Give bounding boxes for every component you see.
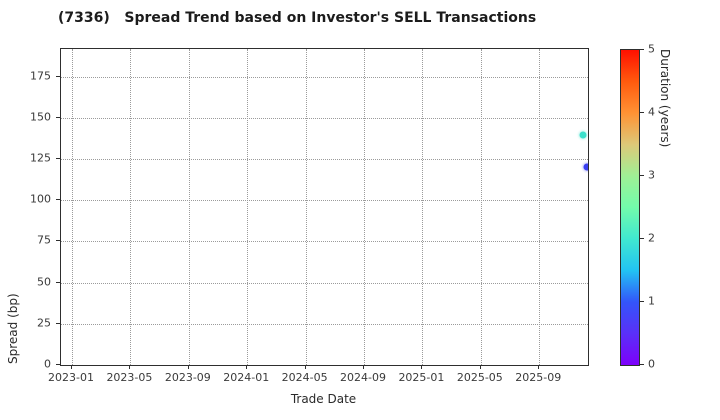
x-tick-label: 2024-05 [281, 371, 328, 384]
chart-title: (7336) Spread Trend based on Investor's … [58, 10, 537, 26]
x-gridline [364, 49, 366, 365]
y-tick-label: 50 [37, 275, 51, 289]
y-tick-label: 125 [30, 151, 51, 165]
x-gridline [72, 49, 74, 365]
x-tick-label: 2024-09 [340, 371, 387, 384]
y-tick-label: 175 [30, 69, 51, 83]
x-tick-label: 2025-09 [515, 371, 562, 384]
x-tick-label: 2024-01 [223, 371, 270, 384]
plot-area [60, 48, 589, 366]
colorbar-tick-mark [640, 112, 644, 113]
x-tick-mark [187, 365, 189, 369]
y-gridline [61, 76, 588, 78]
x-tick-label: 2023-09 [164, 371, 211, 384]
y-tick-label: 0 [44, 357, 51, 371]
x-tick-mark [129, 365, 131, 369]
y-gridline [61, 158, 588, 160]
x-tick-mark [538, 365, 540, 369]
x-gridline [247, 49, 249, 365]
y-gridline [61, 200, 588, 202]
x-tick-label: 2025-05 [456, 371, 503, 384]
y-gridline [61, 323, 588, 325]
x-tick-label: 2023-01 [48, 371, 95, 384]
x-gridline [539, 49, 541, 365]
y-gridline [61, 241, 588, 243]
x-tick-mark [479, 365, 481, 369]
colorbar-label: Duration (years) [658, 49, 672, 148]
y-gridline [61, 282, 588, 284]
colorbar-tick-label: 0 [648, 357, 655, 371]
scatter-point [583, 163, 588, 171]
colorbar-tick-mark [640, 175, 644, 176]
colorbar [620, 49, 640, 366]
colorbar-ticks: 0 1 2 3 4 5 [640, 43, 670, 371]
x-tick-mark [421, 365, 423, 369]
colorbar-tick-mark [640, 301, 644, 302]
y-tick-mark [56, 157, 60, 159]
y-tick-mark [56, 116, 60, 118]
x-tick-label: 2023-05 [106, 371, 153, 384]
colorbar-tick-mark [640, 364, 644, 365]
y-tick-mark [56, 240, 60, 242]
y-gridline [61, 117, 588, 119]
x-tick-mark [304, 365, 306, 369]
x-tick-mark [246, 365, 248, 369]
y-tick-mark [56, 281, 60, 283]
x-gridline [480, 49, 482, 365]
y-tick-mark [56, 75, 60, 77]
colorbar-tick-label: 4 [648, 105, 655, 119]
colorbar-tick-mark [640, 238, 644, 239]
y-tick-mark [56, 322, 60, 324]
y-axis-ticks: 0 25 50 75 100 125 150 175 [0, 48, 60, 371]
scatter-point [579, 131, 587, 139]
colorbar-tick-label: 5 [648, 42, 655, 56]
y-tick-mark [56, 199, 60, 201]
y-tick-label: 150 [30, 110, 51, 124]
colorbar-tick-label: 3 [648, 168, 655, 182]
x-tick-mark [71, 365, 73, 369]
x-gridline [305, 49, 307, 365]
y-tick-label: 25 [37, 316, 51, 330]
x-gridline [130, 49, 132, 365]
colorbar-tick-label: 1 [648, 294, 655, 308]
y-tick-mark [56, 364, 60, 365]
x-gridline [188, 49, 190, 365]
y-tick-label: 100 [30, 192, 51, 206]
colorbar-tick-mark [640, 49, 644, 50]
x-gridline [422, 49, 424, 365]
x-axis-label: Trade Date [290, 392, 357, 406]
colorbar-tick-label: 2 [648, 231, 655, 245]
x-tick-mark [363, 365, 365, 369]
x-tick-label: 2025-01 [398, 371, 445, 384]
y-axis-label: Spread (bp) [6, 293, 20, 364]
y-tick-label: 75 [37, 233, 51, 247]
x-axis-ticks: 2023-01 2023-05 2023-09 2024-01 2024-05 2024-… [48, 365, 587, 389]
